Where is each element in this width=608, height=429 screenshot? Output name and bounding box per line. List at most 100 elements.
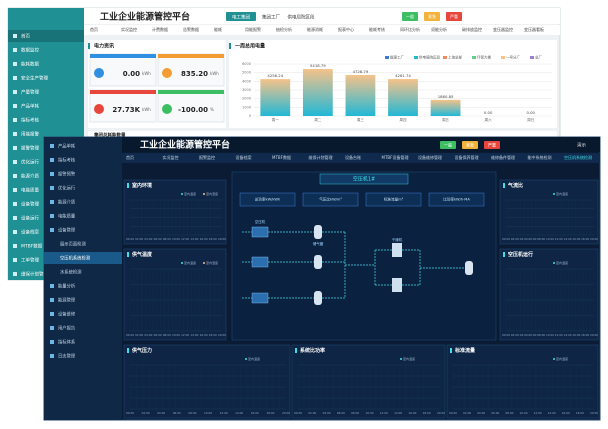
sidebar-icon [13,272,17,276]
header-tab[interactable]: 集团工厂 [262,14,280,21]
sidebar-item[interactable]: 电能质量 [21,187,39,194]
time-label: 08:00 [537,237,545,241]
sidebar-icon [13,34,17,38]
sidebar-icon [13,244,17,248]
sidebar-item[interactable]: 维保计划管理 [21,271,48,278]
sidebar-item[interactable]: MTBF数据 [21,243,43,250]
sidebar-icon [13,104,17,108]
x-tick-label: 周二 [314,117,321,122]
sidebar-item[interactable]: 首页 [21,33,30,40]
sidebar-item[interactable]: 日志管理 [58,353,76,360]
sidebar-item[interactable]: 指标体系 [58,339,76,346]
sidebar-item[interactable]: 能源介质 [58,199,76,206]
sidebar-item[interactable]: 设备管理 [58,227,76,234]
user-name[interactable]: 演示 [577,142,586,149]
sidebar-item[interactable]: 产品单耗 [58,143,76,150]
nav-item[interactable]: MTBF数据 [272,154,291,160]
panel-title: 空压机运行 [508,251,533,258]
stat-icon [162,104,172,114]
sidebar-item[interactable]: 展示页面检测 [60,241,86,248]
time-label: 04:00 [323,411,331,415]
sidebar-icon [13,174,17,178]
sidebar-item[interactable]: 设备档案 [21,229,39,236]
nav-item[interactable]: 设备档案 [236,154,252,160]
legend-swatch [414,56,418,59]
nav-item[interactable]: 变压器监控 [493,26,513,32]
sidebar-item[interactable]: 水系统检测 [60,269,81,276]
nav-item[interactable]: 空压机系统检测 [564,154,592,160]
sidebar-item[interactable]: 电能质量 [58,213,76,220]
nav-item[interactable]: 用能报警 [245,26,261,32]
sidebar-item[interactable]: 产量管理 [21,89,39,96]
nav-item[interactable]: 报警监控 [199,154,215,160]
nav-item[interactable]: 变压器看板 [524,26,544,32]
back-nav [84,25,560,35]
time-label: 16:00 [562,411,570,415]
y-tick-label: 0 [249,114,251,118]
node-label: 空压机 [255,219,266,224]
sidebar-item[interactable]: 能源管理 [58,297,76,304]
sidebar-item[interactable]: 能量分析 [58,283,76,290]
nav-item[interactable]: 设备维修管理 [418,154,442,160]
tank [465,261,473,275]
sidebar-item[interactable]: 能源介质 [21,173,39,180]
nav-item[interactable]: MTBF设备管理 [382,154,409,160]
time-label: 10:00 [365,411,373,415]
nav-item[interactable]: 能中系统检测 [528,154,552,160]
nav-item[interactable]: 碳排放监控 [462,26,482,32]
time-label: 20:00 [590,411,598,415]
sidebar-item[interactable]: 产品单耗 [21,103,39,110]
sidebar-item[interactable]: 能耗数据 [21,61,39,68]
sidebar-icon [13,48,17,52]
panel [499,179,599,245]
sidebar-item[interactable]: 设备维修 [58,311,76,318]
sidebar-item[interactable]: 优化运行 [21,159,39,166]
nav-item[interactable]: 实况监控 [121,26,137,32]
nav-item[interactable]: 维保计划管理 [309,154,333,160]
sidebar-item[interactable]: 报警管理 [21,145,39,152]
sidebar-item[interactable]: 用户报告 [58,325,76,332]
panel-marker [88,43,90,49]
nav-item[interactable]: 抽检分析 [276,26,292,32]
nav-item[interactable]: 首页 [126,154,134,160]
sidebar-item[interactable]: 工单管理 [21,257,39,264]
nav-item[interactable]: 能耗考核 [369,26,385,32]
nav-item[interactable]: 能源消耗 [307,26,323,32]
sidebar-item[interactable]: 指标考核 [58,157,76,164]
time-label: 02:00 [308,411,316,415]
nav-item[interactable]: 维修备件管理 [491,154,515,160]
time-label: 10:00 [546,333,554,337]
chart-title: 一周总用电量 [235,43,265,50]
sidebar-item[interactable]: 设备管理 [21,201,39,208]
sidebar-item[interactable]: 指标考核 [21,117,39,124]
nav-item[interactable]: 报表中心 [338,26,354,32]
nav-item[interactable]: 须能分析 [431,26,447,32]
legend-label: 室内湿度 [206,260,218,265]
sidebar-item[interactable]: 数据监控 [21,47,39,54]
panel [123,344,291,419]
sidebar-item[interactable]: 报警预警 [58,171,76,178]
header-tab[interactable]: 供电局院区段 [288,14,315,21]
nav-item[interactable]: 能耗 [214,26,222,32]
sidebar-item[interactable]: 用能报警 [21,131,39,138]
sidebar-item[interactable]: 设备运行 [21,215,39,222]
panel-title: 供气压力 [131,347,152,354]
legend-label: 室内温度 [556,191,568,196]
nav-item[interactable]: 计费数据 [152,26,168,32]
nav-item[interactable]: 实况监控 [163,154,179,160]
time-label: 06:00 [154,237,162,241]
legend-label: 室内温度 [556,260,568,265]
x-tick-label: 周三 [357,117,364,122]
sidebar-item[interactable]: 安全生产管理 [21,75,48,82]
nav-item[interactable]: 告警数据 [183,26,199,32]
header-tab[interactable]: 电工集团 [232,14,250,21]
x-tick-label: 周日 [527,117,534,122]
nav-item[interactable]: 同环比分析 [400,26,420,32]
sidebar-item[interactable]: 优化运行 [58,185,76,192]
nav-item[interactable]: 设备台账 [345,154,361,160]
nav-item[interactable]: 首页 [90,26,98,32]
stat-strip [90,54,156,58]
sidebar-item[interactable]: 空压机系统检测 [60,255,90,262]
x-tick-label: 周六 [485,117,492,122]
nav-item[interactable]: 设备保养管理 [455,154,479,160]
